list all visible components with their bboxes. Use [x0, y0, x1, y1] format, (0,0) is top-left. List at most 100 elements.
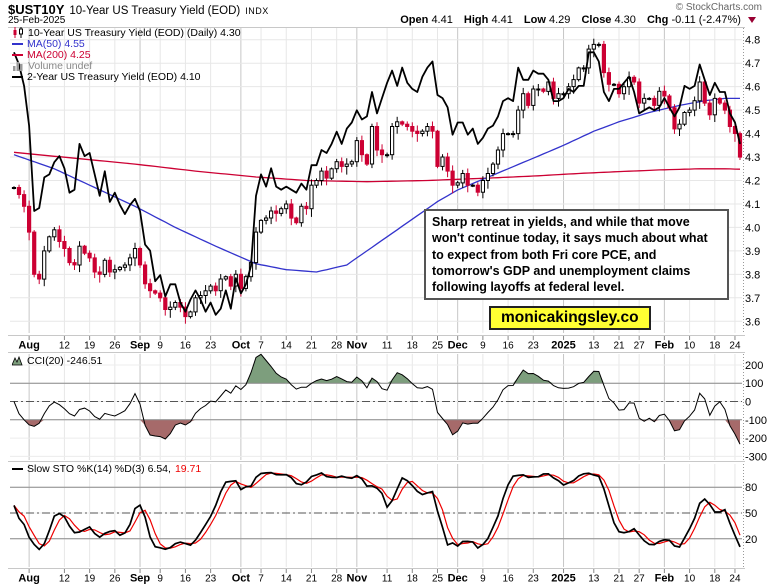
- high-value: 4.41: [491, 14, 513, 26]
- main-y-tick-label: 3.9: [745, 246, 760, 258]
- legend-row-price: 10-Year US Treasury Yield (EOD) (Daily) …: [12, 26, 241, 39]
- ma50-line-icon: [12, 42, 23, 45]
- x-tick-label: 16: [503, 341, 515, 352]
- exchange-label: INDX: [245, 6, 269, 16]
- x-tick-label: 23: [528, 574, 540, 584]
- chart-header: $UST10Y 10-Year US Treasury Yield (EOD) IN…: [8, 1, 269, 19]
- x-tick-label: Aug: [18, 340, 39, 352]
- ma50-line: [13, 97, 740, 273]
- x-tick-label: 27: [634, 574, 646, 584]
- x-tick-label: 12: [59, 574, 71, 584]
- main-y-tick-label: 4.4: [745, 129, 760, 141]
- close-label: Close: [581, 14, 612, 26]
- symbol: $UST10Y: [8, 2, 65, 17]
- x-tick-label: 9: [480, 341, 486, 352]
- cci-line: [13, 353, 741, 445]
- x-tick-label: 23: [205, 574, 217, 584]
- x-tick-label: 28: [331, 341, 343, 352]
- copyright: © StockCharts.com: [675, 2, 762, 13]
- x-tick-label: 11: [382, 341, 393, 352]
- ohlc-quote: Open 4.41 High 4.41 Low 4.29 Close 4.30 …: [392, 14, 756, 26]
- main-y-tick-label: 4.2: [745, 176, 760, 188]
- x-tick-label: 21: [613, 341, 625, 352]
- sto-y-tick-label: 50: [745, 508, 757, 520]
- x-tick-label: 9: [157, 341, 163, 352]
- cci-area-icon: [12, 356, 23, 366]
- legend-price-label: 10-Year US Treasury Yield (EOD) (Daily) …: [28, 26, 241, 39]
- x-tick-label: Sep: [130, 573, 150, 584]
- main-y-tick-label: 4.6: [745, 82, 760, 94]
- legend-ma200-label: MA(200) 4.25: [27, 48, 91, 61]
- candles-layer: [11, 38, 743, 324]
- sto-k-line: [13, 471, 741, 551]
- page-title: 10-Year US Treasury Yield (EOD): [69, 5, 241, 17]
- x-tick-label: 18: [709, 574, 721, 584]
- cci-y-tick-label: 0: [745, 397, 751, 409]
- x-tick-label: 13: [588, 341, 600, 352]
- x-tick-label: Aug: [18, 573, 39, 584]
- x-tick-label: 18: [407, 341, 419, 352]
- sto-d-value: 19.71: [174, 463, 202, 475]
- x-tick-label: 21: [306, 341, 318, 352]
- high-label: High: [463, 14, 489, 26]
- cci-legend: CCI(20) -246.51: [12, 355, 102, 367]
- x-tick-label: Dec: [448, 340, 468, 352]
- x-tick-label: Feb: [655, 573, 675, 584]
- x-tick-label: 16: [180, 574, 192, 584]
- legend-2y-label: 2-Year US Treasury Yield (EOD) 4.10: [27, 71, 201, 84]
- x-tick-label: 23: [528, 341, 540, 352]
- legend-row-volume: Volume undef: [12, 60, 241, 73]
- x-tick-label: 26: [109, 341, 121, 352]
- cci-y-tick-label: -200: [745, 433, 767, 445]
- x-tick-label: 27: [634, 341, 646, 352]
- cci-y-tick-label: -300: [745, 451, 767, 463]
- x-tick-label: 26: [109, 574, 121, 584]
- x-tick-label: 16: [503, 574, 515, 584]
- x-tick-label: 14: [281, 341, 293, 352]
- chg-label: Chg: [646, 14, 669, 26]
- x-tick-label: Dec: [448, 573, 468, 584]
- x-tick-label: 18: [709, 341, 721, 352]
- main-y-tick-label: 3.6: [745, 316, 760, 328]
- legend-row-ma50: MA(50) 4.55: [12, 38, 241, 50]
- cci-y-tick-label: 200: [745, 360, 763, 372]
- x-tick-label: 28: [331, 574, 343, 584]
- sto-y-tick-label: 80: [745, 482, 757, 494]
- x-tick-label: Feb: [655, 340, 675, 352]
- low-label: Low: [523, 14, 546, 26]
- main-legend: 10-Year US Treasury Yield (EOD) (Daily) …: [12, 27, 241, 83]
- x-tick-label: Nov: [346, 340, 368, 352]
- main-y-tick-label: 4.1: [745, 199, 760, 211]
- main-y-tick-label: 4.5: [745, 105, 760, 117]
- x-tick-label: 21: [306, 574, 318, 584]
- open-label: Open: [400, 14, 429, 26]
- x-tick-label: 21: [613, 574, 625, 584]
- change-down-triangle-icon: [748, 17, 756, 23]
- x-tick-label: 19: [84, 341, 96, 352]
- x-tick-label: 24: [729, 341, 741, 352]
- x-tick-label: Sep: [130, 340, 150, 352]
- x-tick-label: 10: [684, 341, 696, 352]
- x-tick-label: 16: [180, 341, 192, 352]
- volume-bars-icon: [13, 62, 23, 72]
- main-y-tick-label: 3.7: [745, 293, 760, 305]
- x-tick-label: 2025: [551, 340, 575, 352]
- legend-volume-label: Volume undef: [28, 60, 93, 73]
- x-tick-label: 11: [382, 574, 393, 584]
- cci-y-tick-label: -100: [745, 415, 767, 427]
- watermark-label: monicakingsley.co: [489, 306, 651, 330]
- cci-oversold-fill: [14, 419, 740, 445]
- annotation-box: Sharp retreat in yields, and while that …: [424, 209, 729, 301]
- main-y-tick-label: 4.0: [745, 222, 760, 234]
- x-tick-label: 19: [84, 574, 96, 584]
- ma200-line-icon: [12, 53, 23, 56]
- x-tick-label: 9: [157, 574, 163, 584]
- x-tick-label: 13: [588, 574, 600, 584]
- x-tick-label: 9: [480, 574, 486, 584]
- x-tick-label: Oct: [232, 340, 251, 352]
- x-tick-label: 2025: [551, 573, 575, 584]
- cci-y-tick-label: 100: [745, 378, 763, 390]
- ma200-line: [13, 151, 741, 183]
- x-tick-label: Nov: [346, 573, 368, 584]
